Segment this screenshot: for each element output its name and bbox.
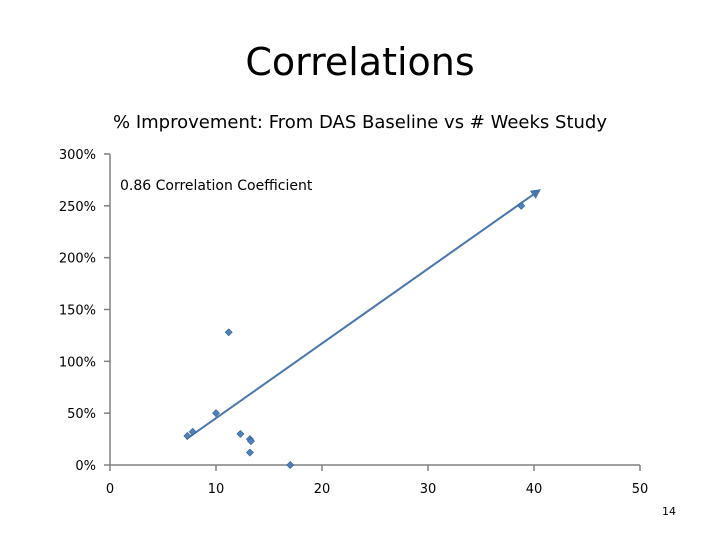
- trendline-arrow: [185, 189, 541, 440]
- data-point: [517, 201, 526, 210]
- slide-title: Correlations: [245, 40, 475, 84]
- data-point: [212, 409, 220, 418]
- y-tick-label: 300%: [59, 148, 96, 163]
- correlation-annotation: 0.86 Correlation Coefficient: [120, 178, 313, 194]
- data-point: [245, 448, 254, 457]
- data-point: [286, 461, 295, 469]
- data-point: [236, 429, 245, 438]
- data-point: [247, 437, 255, 446]
- chart-title: % Improvement: From DAS Baseline vs # We…: [113, 112, 607, 133]
- y-tick-label: 0%: [75, 459, 96, 474]
- y-tick-label: 200%: [59, 252, 96, 267]
- x-tick-label: 30: [420, 482, 437, 497]
- y-tick-label: 250%: [59, 200, 96, 215]
- x-tick-label: 40: [526, 482, 543, 497]
- data-point: [224, 328, 233, 337]
- data-point: [183, 432, 192, 440]
- y-tick-label: 50%: [67, 407, 96, 422]
- y-tick-label: 150%: [59, 304, 96, 319]
- y-tick-label: 100%: [59, 355, 96, 370]
- x-tick-label: 20: [314, 482, 331, 497]
- x-tick-label: 10: [208, 482, 225, 497]
- page-number: 14: [662, 505, 676, 518]
- x-tick-label: 0: [106, 482, 114, 497]
- data-point: [188, 427, 197, 436]
- x-tick-label: 50: [632, 482, 649, 497]
